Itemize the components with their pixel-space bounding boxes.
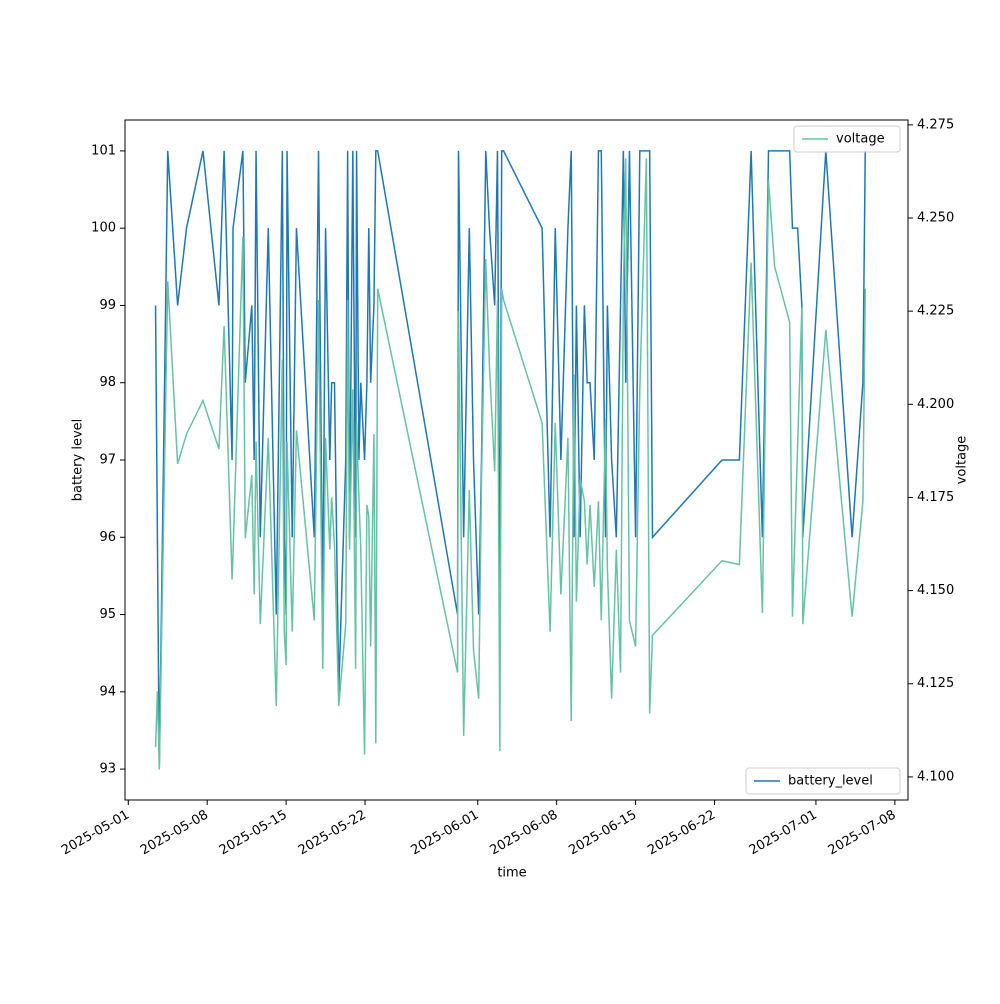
y-tick-label: 98 [99, 375, 116, 390]
x-tick-label: 2025-06-01 [409, 808, 482, 859]
y2-tick-label: 4.225 [917, 304, 954, 319]
x-tick-label: 2025-05-01 [59, 808, 132, 859]
y-tick-label: 99 [99, 298, 116, 313]
legend-label: battery_level [788, 774, 873, 789]
y2-tick-label: 4.100 [917, 769, 954, 784]
y2-tick-label: 4.275 [917, 117, 954, 132]
legend-box [793, 125, 901, 153]
y-tick-label: 101 [91, 143, 116, 158]
y-tick-label: 97 [99, 453, 116, 468]
y2-tick-label: 4.175 [917, 490, 954, 505]
x-tick-label: 2025-07-01 [747, 808, 820, 859]
y2-tick-label: 4.250 [917, 210, 954, 225]
x-tick-label: 2025-05-22 [296, 808, 369, 859]
line-battery-level [154, 150, 867, 770]
x-axis-label: time [497, 866, 526, 881]
y2-tick-label: 4.125 [917, 676, 954, 691]
y-tick-label: 94 [99, 684, 116, 699]
x-tick-label: 2025-06-08 [487, 808, 560, 859]
legend-box [745, 767, 901, 795]
x-tick-label: 2025-07-08 [826, 808, 899, 859]
y-axis-label: battery level [71, 419, 86, 502]
legend-label: voltage [836, 132, 885, 147]
x-tick-label: 2025-05-15 [217, 808, 290, 859]
y-tick-label: 95 [99, 607, 116, 622]
y2-tick-label: 4.200 [917, 397, 954, 412]
line-voltage [154, 158, 867, 770]
y2-axis-label: voltage [955, 436, 970, 485]
y-tick-label: 93 [99, 762, 116, 777]
x-tick-label: 2025-06-15 [566, 808, 639, 859]
y-tick-label: 100 [91, 221, 116, 236]
y-tick-label: 96 [99, 530, 116, 545]
y2-tick-label: 4.150 [917, 583, 954, 598]
x-tick-label: 2025-06-22 [645, 808, 718, 859]
x-tick-label: 2025-05-08 [138, 808, 211, 859]
